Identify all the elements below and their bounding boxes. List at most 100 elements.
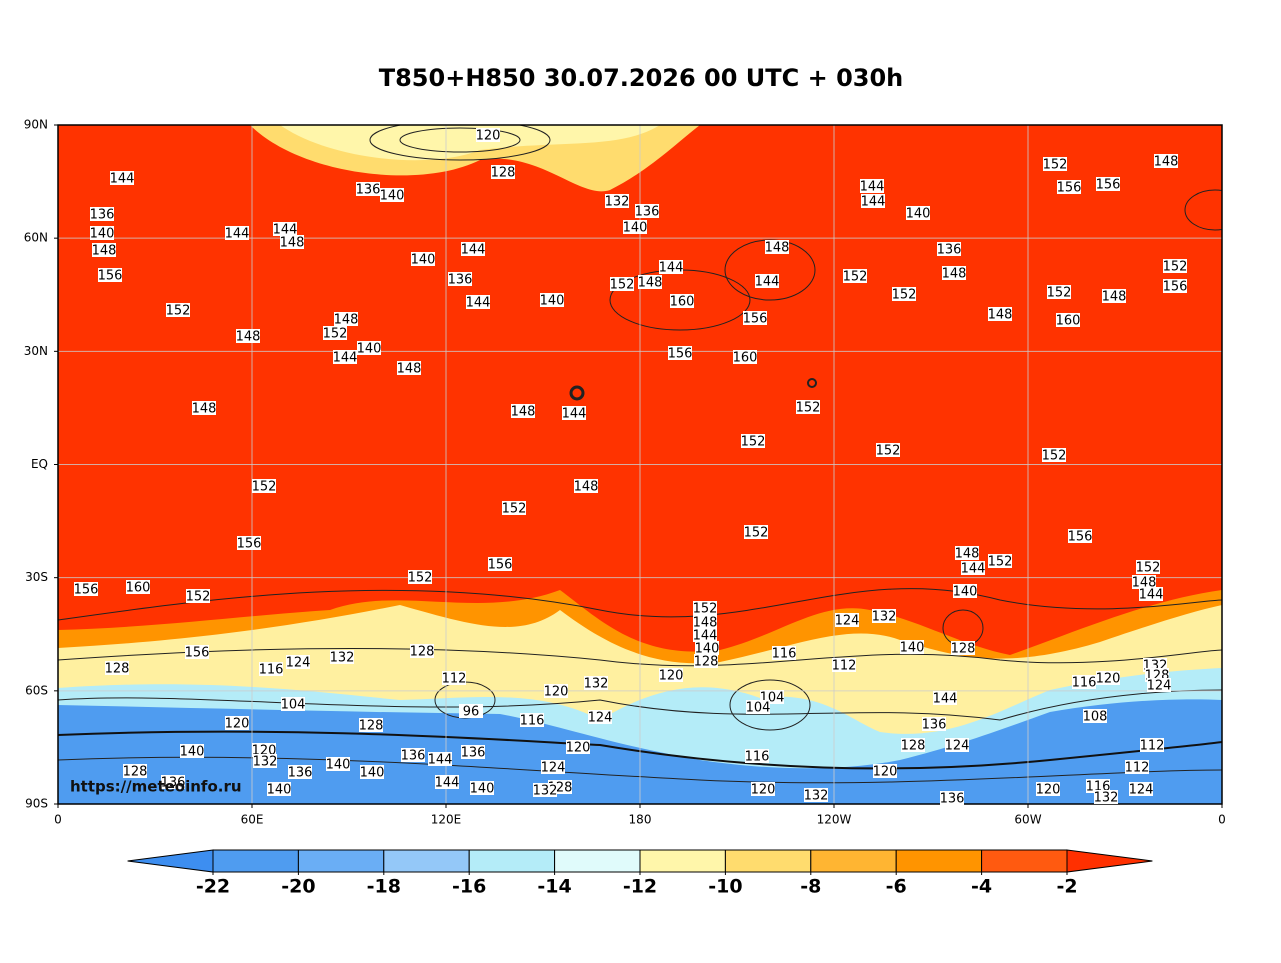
label-box — [533, 783, 557, 797]
label-box — [796, 400, 820, 414]
lon-label: 0 — [1218, 813, 1226, 827]
contour-label: 124 — [1147, 679, 1172, 694]
label-box — [186, 589, 210, 603]
contour-label: 136 — [461, 746, 486, 761]
label-box — [185, 645, 209, 659]
label-box — [330, 650, 354, 664]
contour-label: 140 — [470, 782, 495, 797]
label-box — [359, 718, 383, 732]
label-box — [273, 222, 297, 236]
label-box — [90, 207, 114, 221]
label-box — [1129, 782, 1153, 796]
label-box — [1043, 157, 1067, 171]
contour-label: 140 — [90, 227, 115, 242]
label-box — [357, 341, 381, 355]
label-box — [588, 710, 612, 724]
label-box — [1096, 177, 1120, 191]
label-box — [92, 243, 116, 257]
contour-label: 136 — [356, 183, 381, 198]
contour-label: 136 — [161, 776, 186, 791]
label-box — [562, 406, 586, 420]
contour-label: 148 — [1102, 290, 1127, 305]
lon-label: 60E — [241, 813, 264, 827]
contour-label: 148 — [92, 244, 117, 259]
label-box — [461, 745, 485, 759]
label-box — [1125, 760, 1149, 774]
contour-label: 140 — [326, 758, 351, 773]
contour-label: 152 — [610, 278, 635, 293]
contour-label: 136 — [940, 792, 965, 807]
contour-label: 144 — [466, 296, 491, 311]
label-box — [459, 704, 483, 718]
label-box — [280, 235, 304, 249]
label-box — [180, 744, 204, 758]
colorbar-label: -14 — [537, 876, 571, 898]
contour-label: 140 — [695, 642, 720, 657]
contour-label: 156 — [668, 347, 693, 362]
contour-label: 156 — [1068, 530, 1093, 545]
contour-label: 144 — [659, 261, 684, 276]
label-box — [428, 752, 452, 766]
colorbar-label: -18 — [367, 876, 401, 898]
label-box — [90, 226, 114, 240]
label-box — [861, 194, 885, 208]
label-box — [1140, 738, 1164, 752]
contour-label: 128 — [901, 739, 926, 754]
label-box — [470, 781, 494, 795]
contour-label: 112 — [442, 672, 467, 687]
colorbar-label: -6 — [886, 876, 907, 898]
contour-label: 152 — [186, 590, 211, 605]
contour-label: 156 — [237, 537, 262, 552]
label-box — [225, 226, 249, 240]
contour-label: 140 — [357, 342, 382, 357]
label-box — [638, 275, 662, 289]
contour-label: 144 — [961, 562, 986, 577]
colorbar-cell — [981, 849, 1068, 873]
label-box — [751, 782, 775, 796]
contour-label: 148 — [511, 405, 536, 420]
map-field — [58, 125, 1222, 804]
contour-label: 148 — [334, 313, 359, 328]
contour-label: 136 — [635, 205, 660, 220]
contour-label: 140 — [540, 294, 565, 309]
contour-label: 136 — [937, 243, 962, 258]
contour-label: 140 — [900, 641, 925, 656]
label-box — [832, 658, 856, 672]
colorbar-label: -22 — [196, 876, 230, 898]
label-box — [1086, 779, 1110, 793]
label-box — [267, 782, 291, 796]
contour-label: 132 — [330, 651, 355, 666]
label-box — [659, 260, 683, 274]
contour-label: 120 — [873, 765, 898, 780]
label-box — [401, 748, 425, 762]
label-box — [873, 764, 897, 778]
contour-label: 148 — [988, 308, 1013, 323]
contour-label: 140 — [360, 766, 385, 781]
label-box — [252, 743, 276, 757]
contour-label: 140 — [953, 585, 978, 600]
label-box — [74, 582, 98, 596]
contour-label: 148 — [574, 480, 599, 495]
contour-label: 120 — [1096, 672, 1121, 687]
contour-label: 124 — [541, 761, 566, 776]
contour-label: 144 — [860, 180, 885, 195]
label-box — [1139, 587, 1163, 601]
label-box — [1136, 560, 1160, 574]
contour-label: 148 — [955, 547, 980, 562]
lon-label: 0 — [54, 813, 62, 827]
contour-label: 128 — [105, 662, 130, 677]
contour-label: 132 — [605, 195, 630, 210]
colorbar-label: -4 — [971, 876, 992, 898]
contour-label: 152 — [843, 270, 868, 285]
label-box — [745, 749, 769, 763]
lat-label: EQ — [31, 457, 48, 471]
contour-label: 140 — [267, 783, 292, 798]
label-box — [933, 691, 957, 705]
label-box — [476, 128, 500, 142]
contour-label: 116 — [1072, 676, 1097, 691]
label-box — [765, 240, 789, 254]
contour-label: 132 — [804, 789, 829, 804]
label-box — [281, 697, 305, 711]
label-box — [623, 220, 647, 234]
